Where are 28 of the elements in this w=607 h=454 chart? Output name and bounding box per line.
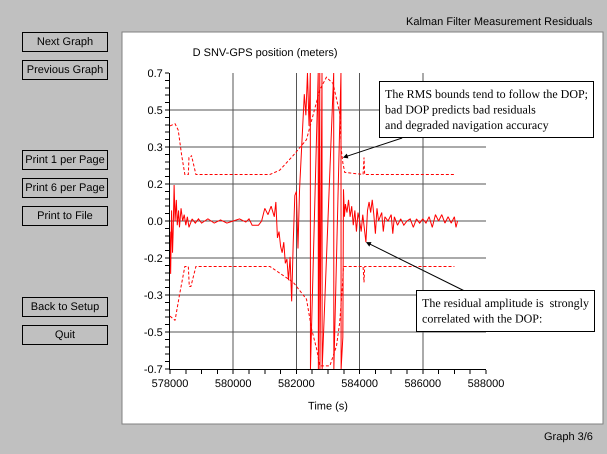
y-tick-label: 0.0 — [148, 216, 163, 228]
caption: Graph 3/6 — [544, 431, 593, 443]
text: Print to File — [37, 210, 93, 222]
text: Next Graph — [36, 36, 94, 48]
annotation: The residual amplitude is strongly correlated with the DOP: — [422, 296, 589, 326]
x-tick-label: 584000 — [341, 378, 378, 390]
y-tick-label: 0.3 — [148, 142, 163, 154]
x-tick-label: 578000 — [152, 378, 188, 390]
y-tick-label: -0.3 — [144, 290, 163, 302]
y-tick-label: -0.2 — [144, 252, 163, 265]
text: Print 1 per Page — [25, 154, 105, 166]
text: Back to Setup — [30, 301, 100, 313]
x-tick-label: 586000 — [404, 378, 442, 390]
y-tick-label: -0.7 — [144, 364, 163, 376]
x-axis-title: Time (s) — [308, 400, 348, 412]
y-tick-label: 0.5 — [148, 104, 163, 117]
y-tick-label: -0.5 — [144, 326, 163, 339]
chart-title: D SNV-GPS position (meters) — [192, 46, 338, 59]
y-tick-label: 0.2 — [148, 178, 163, 191]
x-tick-label: 582000 — [278, 378, 315, 390]
text: Print 6 per Page — [25, 182, 105, 194]
annotation: The RMS bounds tend to follow the DOP; bad DOP predicts bad residuals and degraded navigation accuracy — [385, 87, 588, 132]
text: Quit — [54, 329, 76, 341]
y-tick-label: 0.7 — [148, 68, 163, 80]
text: Kalman Filter Measurement Residuals — [406, 16, 593, 28]
x-tick-label: 580000 — [214, 378, 252, 390]
x-tick-label: 588000 — [468, 378, 504, 390]
text: Previous Graph — [26, 64, 104, 76]
